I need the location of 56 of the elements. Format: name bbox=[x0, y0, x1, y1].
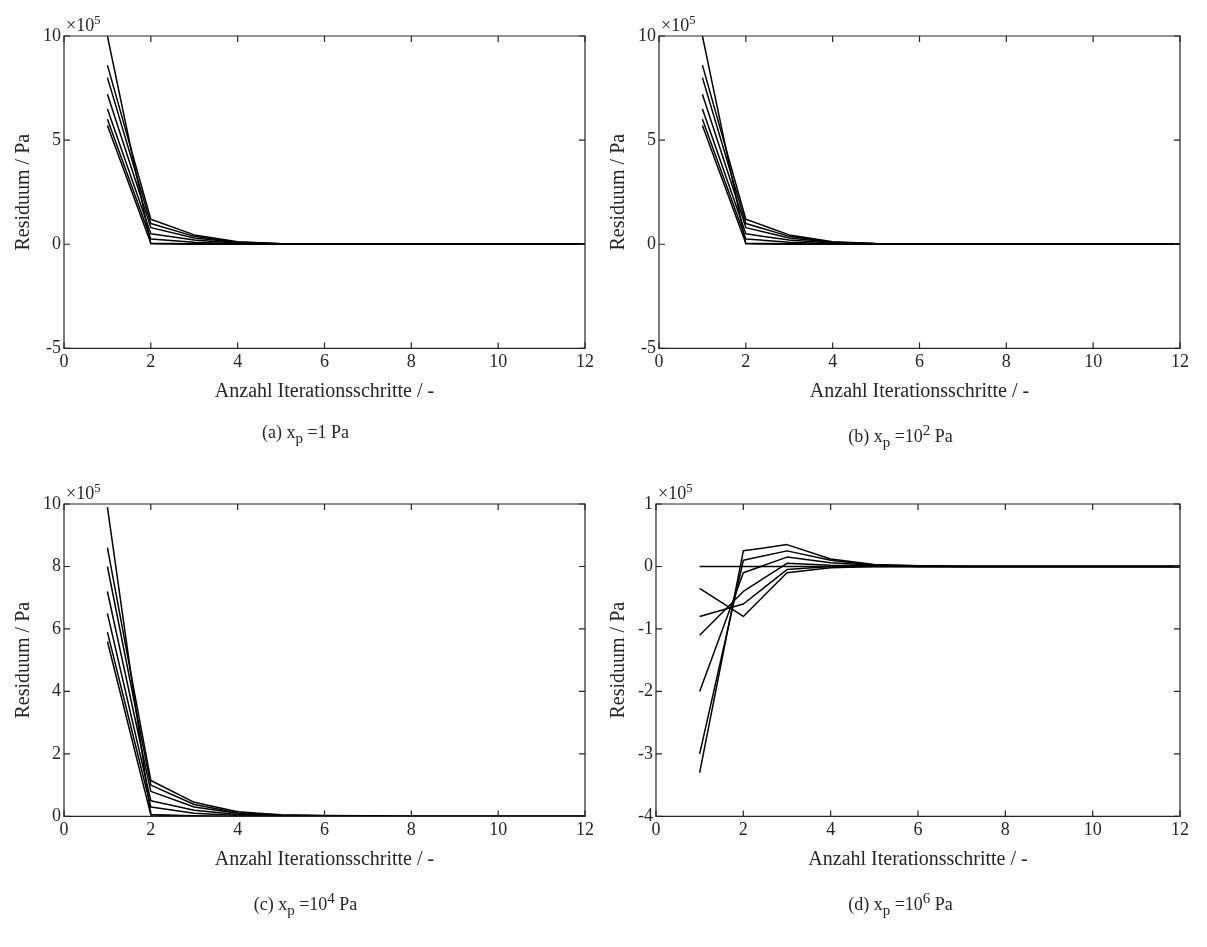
y-tick-label: -5 bbox=[641, 337, 656, 358]
x-tick-label: 4 bbox=[233, 818, 243, 839]
text: (a) x$_{p}$ =1 Pa bbox=[261, 422, 350, 447]
x-tick-label: 10 bbox=[1083, 818, 1102, 839]
x-tick-label: 6 bbox=[320, 818, 329, 839]
y-tick-label: -2 bbox=[637, 680, 653, 701]
y-tick-label: 0 bbox=[52, 233, 61, 253]
x-tick-label: 4 bbox=[233, 350, 243, 371]
y-tick-label: 5 bbox=[647, 128, 656, 149]
x-tick-label: 6 bbox=[913, 818, 923, 839]
y-axis-title: Residuum / Pa bbox=[11, 133, 34, 251]
x-tick-label: 2 bbox=[741, 350, 751, 371]
x-tick-label: 2 bbox=[146, 350, 156, 371]
text: (d) x$_{p}$ =10$^{6}$ Pa bbox=[848, 890, 953, 919]
x-tick-label: 2 bbox=[146, 818, 156, 839]
x-tick-label: 10 bbox=[489, 818, 508, 839]
text: (b) x$_{p}$ =10$^{2}$ Pa bbox=[848, 422, 953, 451]
y-tick-label: 0 bbox=[643, 555, 653, 576]
x-tick-label: 4 bbox=[826, 818, 836, 839]
y-axis-title: Residuum / Pa bbox=[11, 601, 34, 719]
y-tick-label: 8 bbox=[52, 555, 61, 576]
y-tick-label: 10 bbox=[43, 24, 61, 45]
y-axis-title: Residuum / Pa bbox=[606, 133, 629, 251]
y-tick-label: -3 bbox=[637, 742, 653, 763]
x-axis-title: Anzahl Iterationsschritte / - bbox=[809, 379, 1030, 402]
y-tick-label: 4 bbox=[52, 680, 61, 701]
y-axis-title: Residuum / Pa bbox=[606, 601, 629, 719]
x-tick-label: 12 bbox=[576, 818, 594, 839]
x-tick-label: 12 bbox=[576, 350, 594, 371]
y-tick-label: 0 bbox=[52, 805, 61, 826]
x-tick-label: 6 bbox=[915, 350, 924, 371]
x-axis-title: Anzahl Iterationsschritte / - bbox=[214, 379, 435, 402]
x-axis-title: Anzahl Iterationsschritte / - bbox=[808, 847, 1028, 870]
y-tick-label: 1 bbox=[643, 492, 653, 513]
x-tick-label: 12 bbox=[1171, 350, 1189, 371]
y-tick-label: 0 bbox=[647, 233, 656, 253]
x-tick-label: 6 bbox=[320, 350, 329, 371]
x-tick-label: 10 bbox=[489, 350, 508, 371]
y-tick-label: 6 bbox=[52, 617, 61, 638]
y-tick-label: 5 bbox=[52, 128, 61, 149]
text: (c) x$_{p}$ =10$^{4}$ Pa bbox=[253, 890, 358, 919]
x-tick-label: 8 bbox=[406, 350, 416, 371]
x-tick-label: 4 bbox=[828, 350, 838, 371]
x-tick-label: 12 bbox=[1171, 818, 1189, 839]
x-axis-title: Anzahl Iterationsschritte / - bbox=[214, 847, 435, 870]
y-tick-label: 2 bbox=[52, 742, 61, 763]
y-tick-label: -1 bbox=[637, 617, 653, 638]
y-tick-label: -5 bbox=[46, 337, 61, 358]
y-tick-label: -4 bbox=[637, 805, 653, 826]
y-tick-label: 10 bbox=[638, 24, 656, 45]
x-tick-label: 8 bbox=[1001, 350, 1011, 371]
y-tick-label: 10 bbox=[43, 492, 61, 513]
x-tick-label: 8 bbox=[406, 818, 416, 839]
x-tick-label: 10 bbox=[1084, 350, 1103, 371]
x-tick-label: 8 bbox=[1000, 818, 1010, 839]
x-tick-label: 2 bbox=[738, 818, 748, 839]
